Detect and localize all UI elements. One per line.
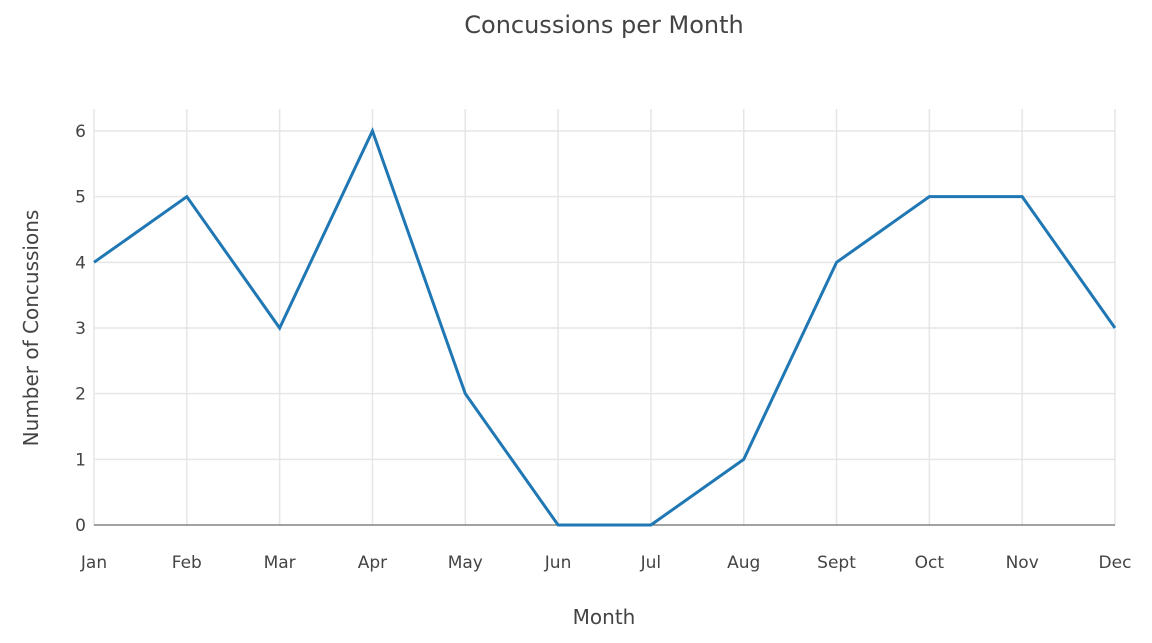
series-group <box>93 127 1117 527</box>
x-tick-label: Feb <box>172 553 202 573</box>
y-tick-label: 0 <box>75 516 86 536</box>
chart-title: Concussions per Month <box>464 11 743 39</box>
y-tick-label: 1 <box>75 450 86 470</box>
x-tick-label: Apr <box>358 553 387 573</box>
x-tick-label: Nov <box>1006 553 1039 573</box>
y-axis-title: Number of Concussions <box>19 210 43 447</box>
x-tick-label: Sept <box>817 553 856 573</box>
x-axis-title: Month <box>573 605 636 629</box>
y-tick-label: 3 <box>75 319 86 339</box>
x-axis-ticks: Jan Feb Mar Apr May Jun Jul Aug Sept Oct Nov Dec <box>80 553 1132 573</box>
y-tick-label: 5 <box>75 188 86 208</box>
x-tick-label: Jul <box>640 553 662 573</box>
x-tick-label: May <box>448 553 483 573</box>
x-tick-label: Oct <box>915 553 945 573</box>
y-tick-label: 4 <box>75 253 86 273</box>
y-axis-ticks: 0 1 2 3 4 5 6 <box>75 122 86 536</box>
y-tick-label: 6 <box>75 122 86 142</box>
series-line <box>93 127 1117 527</box>
x-tick-label: Aug <box>727 553 760 573</box>
x-tick-label: Jan <box>80 553 107 573</box>
x-tick-label: Dec <box>1099 553 1132 573</box>
gridlines <box>93 109 1116 525</box>
x-tick-label: Mar <box>264 553 296 573</box>
x-tick-label: Jun <box>544 553 572 573</box>
y-tick-label: 2 <box>75 385 86 405</box>
